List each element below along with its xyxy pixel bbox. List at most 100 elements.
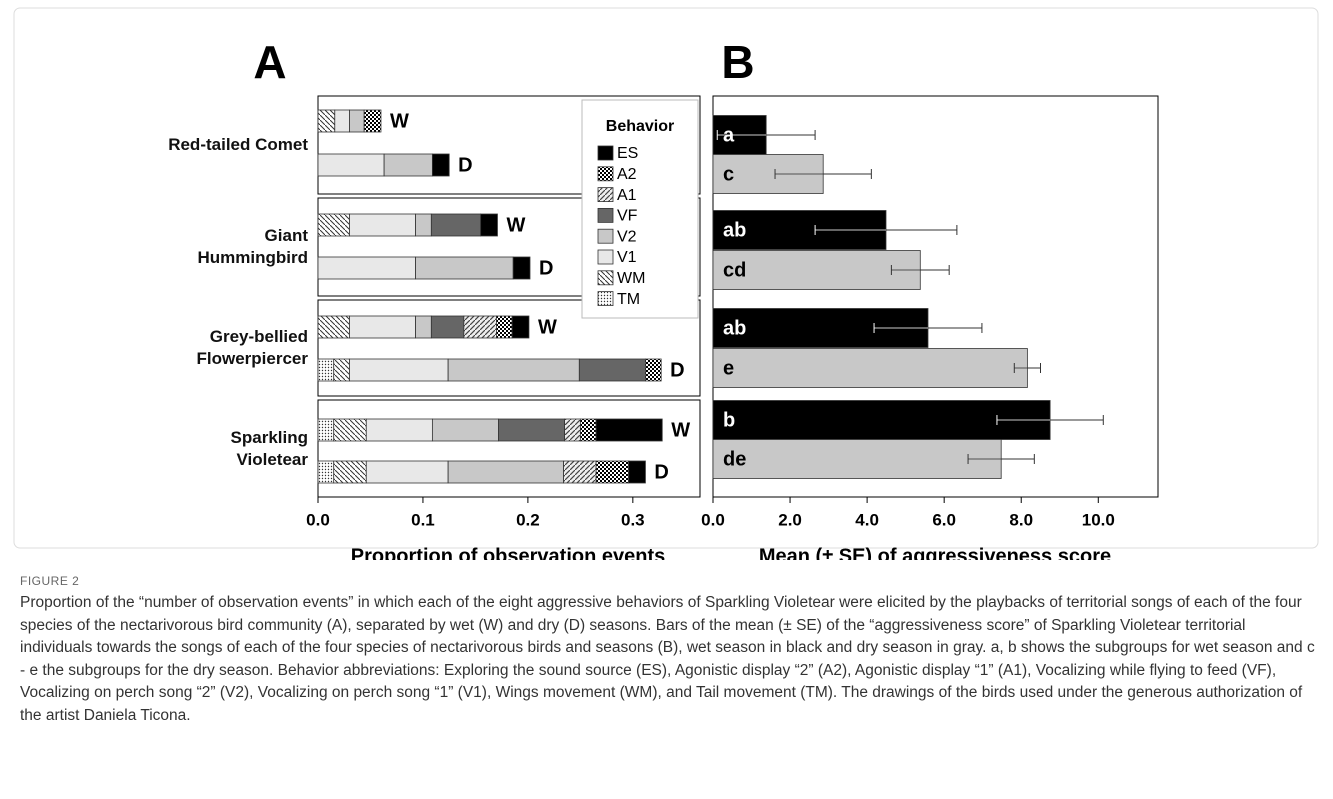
bar-segment: [596, 461, 629, 483]
category-label: Grey-bellied Flowerpiercer: [168, 326, 308, 370]
legend-label: A1: [617, 187, 637, 204]
group-letter: e: [723, 357, 734, 379]
bar-segment: [318, 316, 349, 338]
bar-segment: [481, 214, 498, 236]
category-label: Red-tailed Comet: [168, 134, 308, 156]
legend-swatch: [598, 229, 613, 243]
page: A B Proportion of observation events Mea…: [0, 0, 1333, 799]
x-tick-label: 0.2: [516, 510, 540, 529]
x-axis-label: Mean (± SE) of aggressiveness score: [759, 545, 1111, 560]
legend-swatch: [598, 167, 613, 181]
legend-swatch: [598, 208, 613, 222]
legend-label: A2: [617, 166, 637, 183]
bar-segment: [318, 257, 416, 279]
bar-segment: [349, 316, 415, 338]
bar-segment: [334, 359, 350, 381]
bar-segment: [318, 359, 334, 381]
bar-segment: [349, 110, 364, 132]
group-letter: c: [723, 163, 734, 185]
bar-segment: [513, 257, 530, 279]
caption: Proportion of the “number of observation…: [20, 592, 1316, 728]
season-label: D: [458, 154, 472, 176]
bar-segment: [318, 461, 334, 483]
x-tick-label: 8.0: [1009, 510, 1033, 529]
bar-segment: [349, 214, 415, 236]
bar-segment: [432, 154, 449, 176]
group-letter: a: [723, 124, 735, 146]
legend-swatch: [598, 271, 613, 285]
season-label: W: [390, 110, 409, 132]
legend-label: TM: [617, 291, 640, 308]
legend-title: Behavior: [606, 118, 674, 135]
bar-segment: [334, 461, 367, 483]
category-label: Sparkling Violetear: [168, 427, 308, 471]
bar-segment: [384, 154, 432, 176]
x-axis-label: Proportion of observation events: [351, 545, 665, 560]
group-letter: de: [723, 448, 746, 470]
x-tick-label: 6.0: [932, 510, 956, 529]
x-tick-label: 0.1: [411, 510, 435, 529]
bar-segment: [512, 316, 529, 338]
bar-segment: [349, 359, 448, 381]
figure: A B Proportion of observation events Mea…: [0, 0, 1333, 560]
bar-segment: [629, 461, 646, 483]
legend-swatch: [598, 292, 613, 306]
legend-label: V1: [617, 249, 637, 266]
x-tick-label: 4.0: [855, 510, 879, 529]
bar-segment: [318, 214, 349, 236]
bar-segment: [499, 419, 565, 441]
season-label: W: [671, 419, 690, 441]
season-label: W: [506, 214, 525, 236]
legend-label: VF: [617, 208, 638, 225]
legend-label: WM: [617, 270, 645, 287]
bar-segment: [496, 316, 512, 338]
season-label: D: [654, 461, 668, 483]
season-label: D: [539, 257, 553, 279]
x-tick-label: 0.0: [306, 510, 330, 529]
bar-segment: [579, 359, 645, 381]
bar-segment: [318, 419, 334, 441]
bar: [713, 349, 1027, 388]
x-tick-label: 0.0: [701, 510, 725, 529]
bar-segment: [596, 419, 662, 441]
bar-segment: [318, 110, 335, 132]
legend-label: V2: [617, 228, 637, 245]
bar-segment: [335, 110, 350, 132]
legend-swatch: [598, 146, 613, 160]
legend-label: ES: [617, 145, 638, 162]
bar-segment: [431, 316, 464, 338]
category-label: Giant Hummingbird: [168, 225, 308, 269]
panel-label: B: [721, 36, 754, 88]
bar-segment: [565, 419, 581, 441]
bar-segment: [416, 316, 432, 338]
season-label: W: [538, 316, 557, 338]
bar: [713, 440, 1001, 479]
x-tick-label: 10.0: [1082, 510, 1115, 529]
bar-segment: [334, 419, 367, 441]
legend-swatch: [598, 188, 613, 202]
x-tick-label: 2.0: [778, 510, 802, 529]
x-tick-label: 0.3: [621, 510, 645, 529]
group-letter: b: [723, 409, 735, 431]
season-label: D: [670, 359, 684, 381]
bar-segment: [564, 461, 597, 483]
bar-segment: [431, 214, 480, 236]
bar-segment: [366, 419, 432, 441]
bar-segment: [364, 110, 381, 132]
figure-label: FIGURE 2: [20, 574, 79, 588]
bar-segment: [366, 461, 448, 483]
panel-label: A: [253, 36, 286, 88]
group-letter: ab: [723, 219, 746, 241]
bar-segment: [580, 419, 596, 441]
legend-swatch: [598, 250, 613, 264]
bar-segment: [464, 316, 497, 338]
bar-segment: [645, 359, 661, 381]
bar-segment: [318, 154, 384, 176]
bar-segment: [448, 359, 579, 381]
bar-segment: [416, 257, 514, 279]
bar-segment: [416, 214, 432, 236]
bar-segment: [448, 461, 563, 483]
group-letter: cd: [723, 259, 746, 281]
group-letter: ab: [723, 317, 746, 339]
bar-segment: [432, 419, 498, 441]
